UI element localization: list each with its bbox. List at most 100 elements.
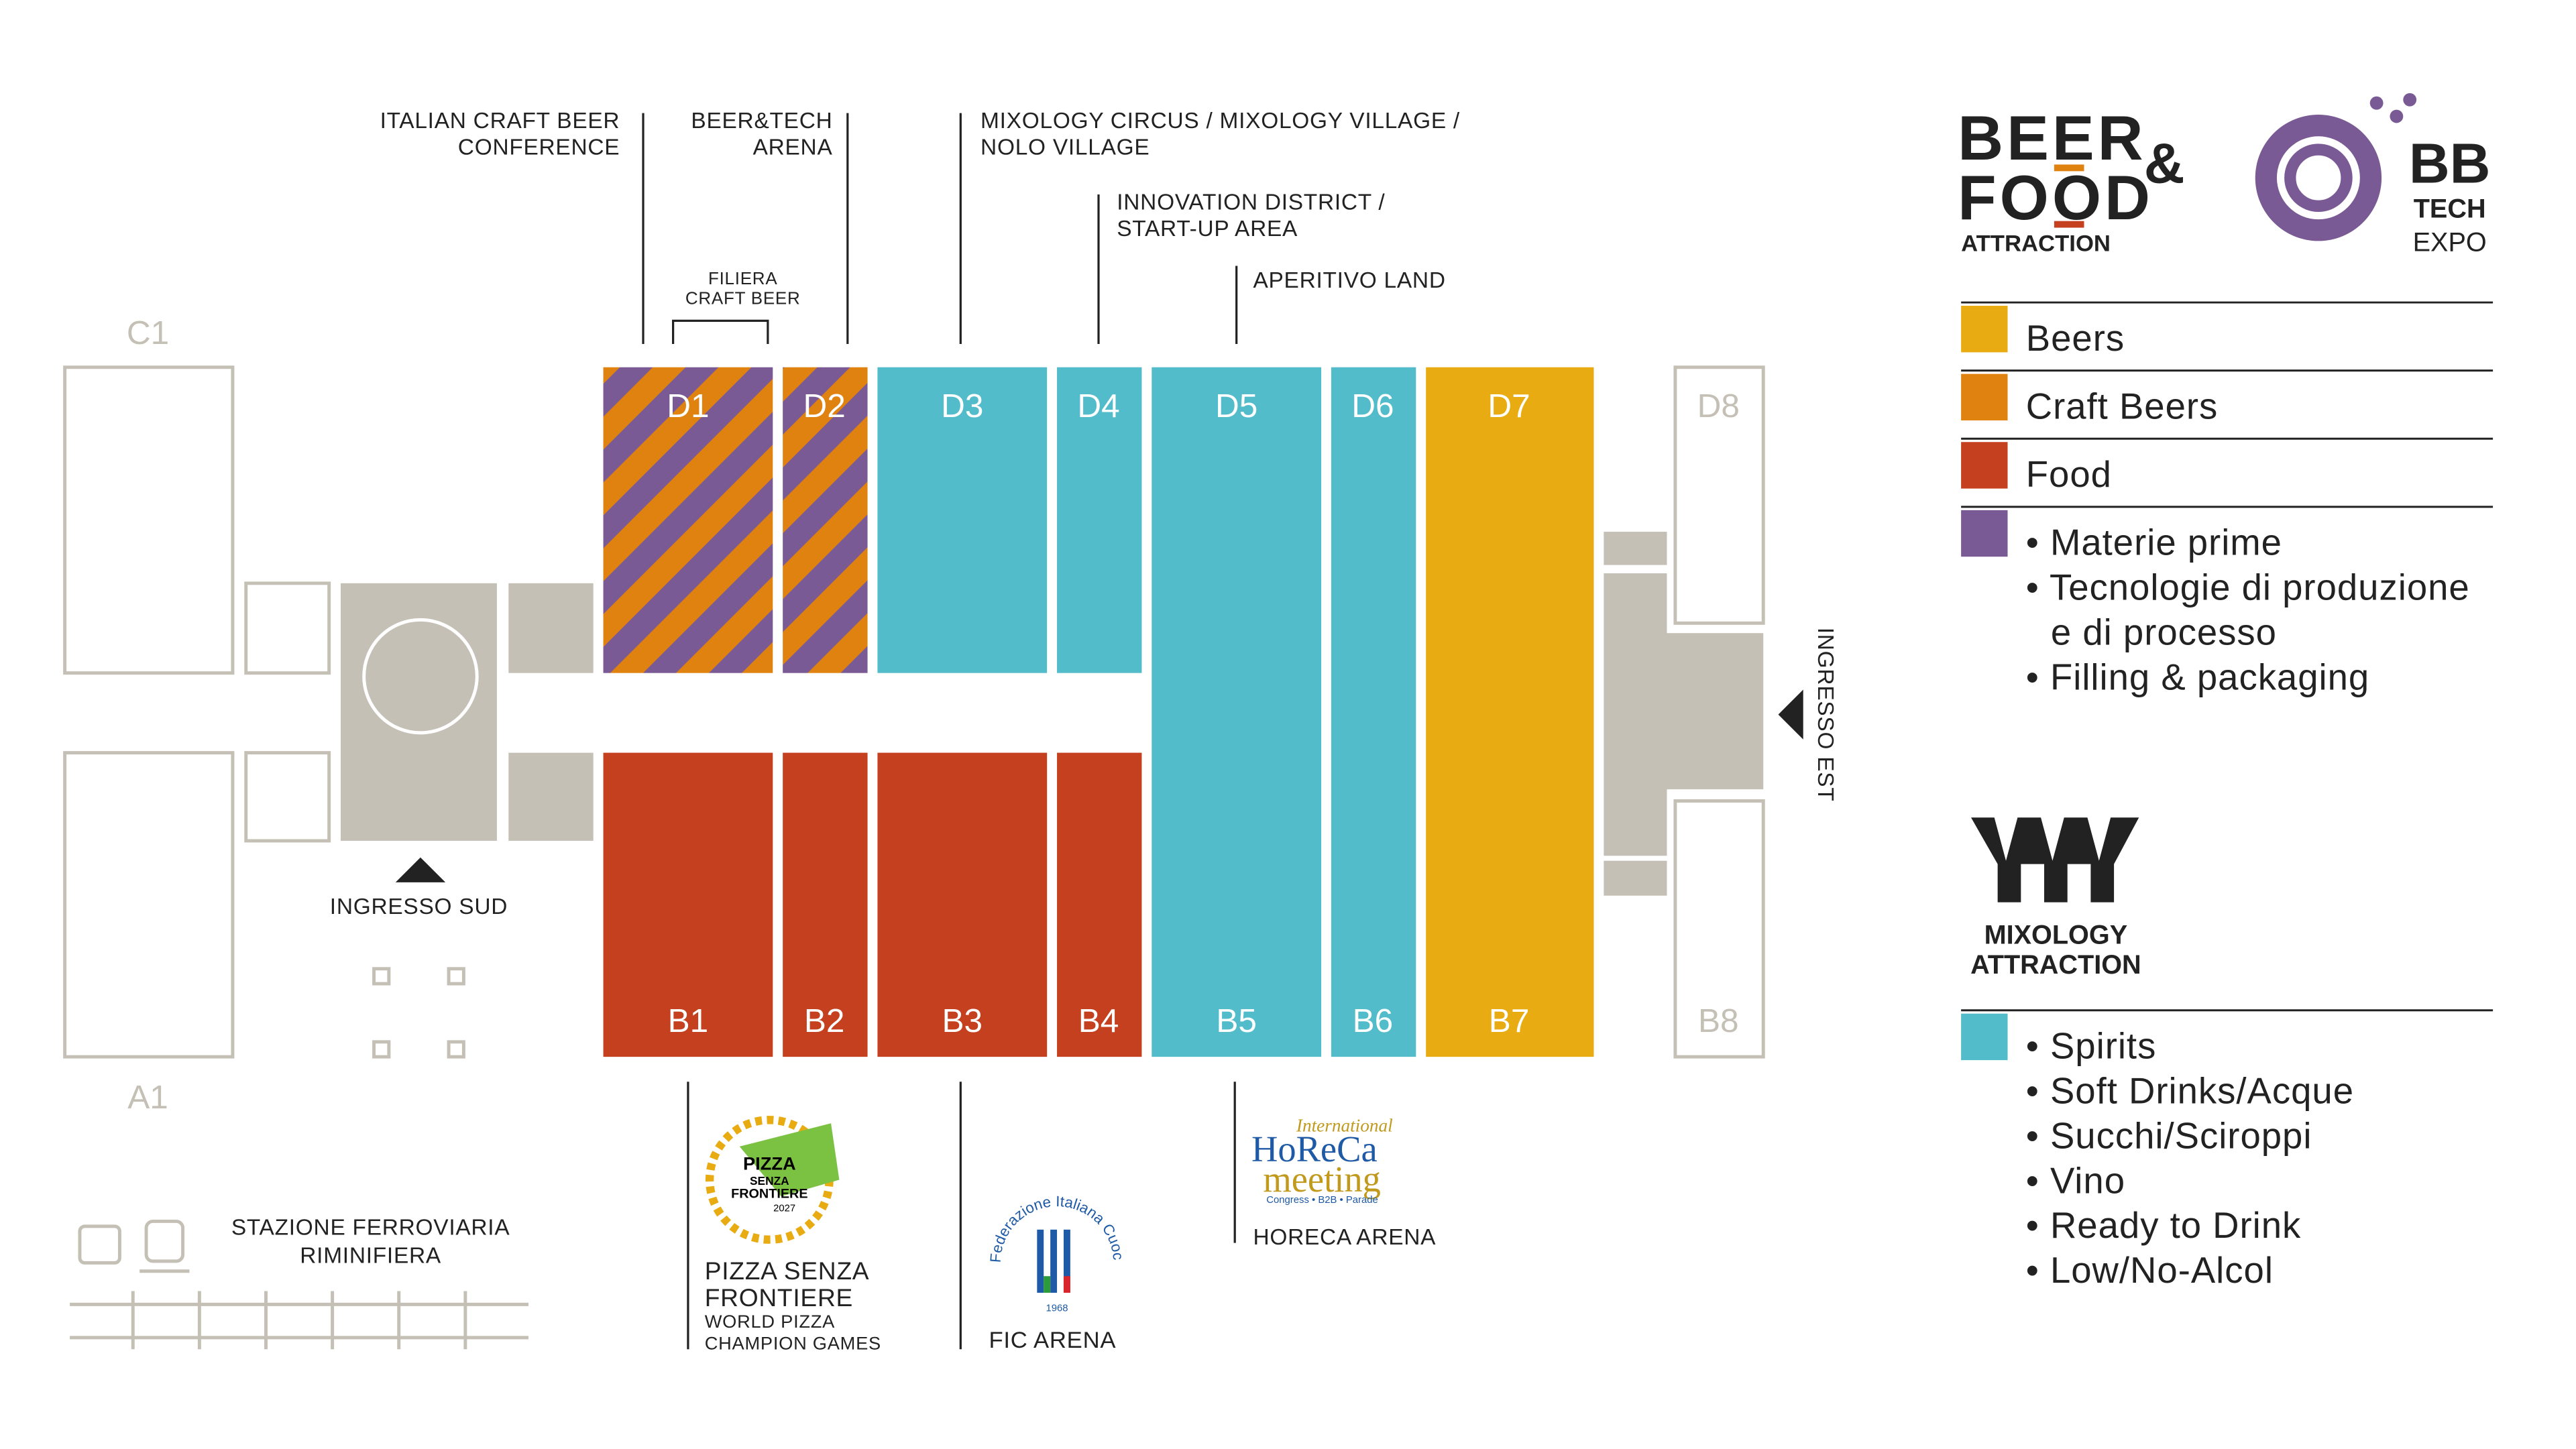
hall <box>1057 367 1142 673</box>
annotation: FILIERA <box>708 268 777 288</box>
hall-labels: C1 A1 D1 D2 D3 D4 D5 D6 D7 D8 B1 B2 B3 B… <box>127 314 1740 1116</box>
annotation: FIC ARENA <box>989 1328 1116 1353</box>
hall-label: B5 <box>1216 1002 1257 1039</box>
annotation: CRAFT BEER <box>685 288 801 308</box>
annotation: BEER&TECH <box>691 109 832 133</box>
annotation: ARENA <box>753 135 833 160</box>
annotation: CHAMPION GAMES <box>705 1332 881 1353</box>
pizza-logo: PIZZA SENZA FRONTIERE 2027 <box>705 1116 840 1244</box>
legend-swatch <box>1961 442 2008 489</box>
annotation: ITALIAN CRAFT BEER <box>380 109 620 133</box>
annotation: APERITIVO LAND <box>1253 268 1445 293</box>
logo-text: FOOD <box>1958 162 2153 233</box>
hall <box>1426 367 1594 1057</box>
arrow <box>395 857 446 882</box>
legend-swatch <box>1961 306 2008 353</box>
hall-label: D8 <box>1697 387 1740 424</box>
hall-label: D5 <box>1215 387 1257 424</box>
hall-label: C1 <box>127 314 169 351</box>
annotation: HORECA ARENA <box>1253 1225 1436 1250</box>
legend-label: • Filling & packaging <box>2026 656 2369 697</box>
hall-b8 <box>1673 799 1765 1059</box>
logo-text: MIXOLOGY <box>1984 921 2128 950</box>
hall-label: D2 <box>803 387 845 424</box>
hall-c1 <box>63 365 235 675</box>
box <box>244 751 331 843</box>
annotation: NOLO VILLAGE <box>981 135 1150 160</box>
hall <box>603 367 773 673</box>
logo-text: 2027 <box>773 1204 795 1214</box>
legend-label: Craft Beers <box>2026 386 2219 427</box>
block <box>1667 633 1764 790</box>
logo-text: SENZA <box>750 1174 789 1187</box>
hall-label: B3 <box>942 1002 983 1039</box>
logo-text: ATTRACTION <box>1961 231 2111 256</box>
block <box>1604 532 1667 565</box>
logo-text: Congress • B2B • Parade <box>1266 1195 1378 1206</box>
legend-label: • Spirits <box>2026 1026 2157 1067</box>
logo-text: HoReCa <box>1251 1128 1378 1169</box>
logo-text: EXPO <box>2413 227 2487 257</box>
legend-label: Food <box>2026 454 2112 495</box>
hall-d8 <box>1673 365 1765 625</box>
transit <box>70 1219 529 1350</box>
legend-label: • Materie prime <box>2026 522 2282 563</box>
hall-a1 <box>63 751 235 1059</box>
hall <box>783 752 868 1057</box>
hall-label: B2 <box>804 1002 845 1039</box>
block <box>508 583 594 673</box>
marker <box>447 1040 465 1059</box>
leader-lines <box>642 113 1238 1350</box>
horeca-logo: International HoReCa meeting Congress • … <box>1251 1116 1393 1206</box>
hall-label: D7 <box>1488 387 1530 424</box>
hall-label: D3 <box>941 387 983 424</box>
hall <box>1331 367 1416 1057</box>
arrow <box>1778 689 1803 740</box>
marker <box>372 967 391 986</box>
gray-blocks <box>341 532 1764 896</box>
annotation: STAZIONE FERROVIARIA <box>231 1215 510 1240</box>
logo-text: PIZZA <box>743 1153 796 1174</box>
annotation: INGRESSO SUD <box>330 894 508 919</box>
annotation: WORLD PIZZA <box>705 1311 835 1332</box>
annotation: START-UP AREA <box>1117 217 1298 241</box>
hall-label: D6 <box>1351 387 1394 424</box>
annotation: FRONTIERE <box>705 1283 853 1312</box>
legend-label: • Soft Drinks/Acque <box>2026 1070 2354 1111</box>
annotation: CONFERENCE <box>458 135 620 160</box>
legend-label: • Succhi/Sciroppi <box>2026 1115 2312 1156</box>
circle <box>362 618 479 735</box>
hall-label: A1 <box>127 1078 168 1116</box>
hall <box>877 752 1048 1057</box>
hall-label: B4 <box>1078 1002 1119 1039</box>
logo-text: & <box>2144 132 2185 195</box>
legend-label: • Low/No-Alcol <box>2026 1250 2274 1291</box>
south-entrance <box>341 583 497 841</box>
marker <box>372 1040 391 1059</box>
legend-label: • Tecnologie di produzione <box>2026 567 2470 608</box>
legend-label: • Vino <box>2026 1160 2125 1201</box>
logo-text: BB <box>2409 132 2491 195</box>
block <box>508 752 594 841</box>
bb-tech-logo: BB TECH EXPO <box>2255 93 2491 257</box>
hall-label: B6 <box>1353 1002 1394 1039</box>
mixology-logo: MIXOLOGY ATTRACTION <box>1970 817 2141 980</box>
beer-food-logo: BEER FOOD & ATTRACTION <box>1958 103 2184 256</box>
marker <box>447 967 465 986</box>
hall <box>1152 367 1322 1057</box>
legend: Beers Craft Beers Food • Materie prime• Tec… <box>1961 301 2494 1291</box>
halls <box>63 365 1765 1059</box>
annotation: RIMINIFIERA <box>300 1243 441 1268</box>
logo-text: meeting <box>1263 1159 1381 1200</box>
legend-label: Beers <box>2026 318 2125 359</box>
block <box>1604 860 1667 896</box>
annotation: MIXOLOGY CIRCUS / MIXOLOGY VILLAGE / <box>981 109 1460 133</box>
legend-label: • Ready to Drink <box>2026 1205 2302 1246</box>
hall-label: B7 <box>1489 1002 1530 1039</box>
legend-swatch <box>1961 373 2008 421</box>
box <box>244 581 331 675</box>
hall-label: D1 <box>667 387 709 424</box>
hall <box>1057 752 1142 1057</box>
hall-label: B8 <box>1698 1002 1739 1039</box>
logo-text: 1968 <box>1046 1303 1068 1314</box>
